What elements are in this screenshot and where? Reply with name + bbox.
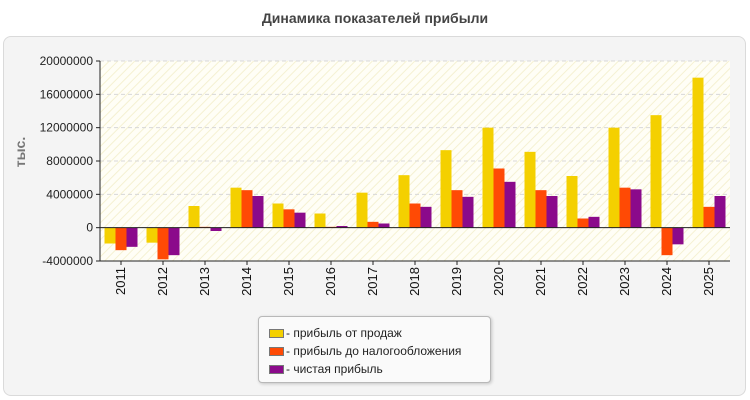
y-tick-label: 16000000 — [40, 87, 94, 101]
bar-2011-series-3 — [126, 227, 138, 247]
x-tick-label: 2017 — [365, 267, 380, 296]
bar-2019-series-3 — [462, 196, 474, 228]
bar-2023-series-1 — [608, 127, 620, 228]
bar-2022-series-1 — [566, 176, 578, 228]
bar-2023-series-3 — [630, 189, 642, 228]
chart-title: Динамика показателей прибыли — [261, 10, 489, 26]
x-tick-label: 2015 — [281, 267, 296, 296]
legend: - прибыль от продаж - прибыль до налогооб… — [258, 316, 491, 383]
x-tick-label: 2019 — [449, 267, 464, 296]
x-tick-label: 2025 — [701, 267, 716, 296]
bar-2021-series-3 — [546, 196, 558, 228]
bar-2025-series-1 — [692, 77, 704, 228]
bar-2011-series-2 — [115, 227, 127, 251]
bar-2017-series-1 — [356, 192, 368, 228]
bar-2014-series-3 — [252, 196, 264, 228]
bar-2019-series-2 — [451, 190, 463, 228]
bar-2011-series-1 — [104, 227, 116, 244]
bar-2024-series-1 — [650, 115, 662, 228]
x-tick-label: 2023 — [617, 267, 632, 296]
bar-2022-series-2 — [577, 218, 589, 228]
legend-item-1: - прибыль от продаж — [269, 324, 490, 342]
y-tick-labels: -4000000 0 4000000 8000000 12000000 16000000 2… — [40, 54, 94, 268]
x-tick-label: 2016 — [323, 267, 338, 296]
x-tick-label: 2021 — [533, 267, 548, 296]
x-tick-label: 2014 — [239, 267, 254, 296]
bar-2013-series-3 — [210, 227, 222, 231]
bar-2014-series-1 — [230, 187, 242, 228]
y-tick-label: 4000000 — [46, 187, 93, 201]
x-tick-labels: 2011 2012 2013 2014 2015 2016 2017 2018 2019 2020… — [113, 267, 716, 296]
bar-2015-series-3 — [294, 212, 306, 228]
x-tick-label: 2022 — [575, 267, 590, 296]
bar-2024-series-2 — [661, 227, 673, 256]
bar-2015-series-2 — [283, 209, 295, 228]
x-tick-label: 2020 — [491, 267, 506, 296]
bar-2012-series-2 — [157, 227, 169, 260]
legend-item-3: - чистая прибыль — [269, 360, 490, 378]
x-tick-label: 2013 — [197, 267, 212, 296]
bar-2013-series-1 — [188, 206, 200, 228]
bar-2021-series-1 — [524, 151, 536, 228]
bar-2023-series-2 — [619, 187, 631, 228]
legend-label: - прибыль до налогообложения — [286, 344, 462, 358]
bar-2012-series-1 — [146, 227, 158, 243]
bar-2020-series-2 — [493, 168, 505, 228]
bar-2020-series-1 — [482, 127, 494, 228]
x-tick-label: 2024 — [659, 267, 674, 296]
y-tick-label: -4000000 — [42, 254, 93, 268]
y-tick-label: 8000000 — [46, 154, 93, 168]
x-tick-label: 2012 — [155, 267, 170, 296]
bar-2019-series-1 — [440, 150, 452, 228]
legend-swatch — [269, 346, 284, 356]
y-tick-label: 20000000 — [40, 54, 94, 68]
bar-2021-series-2 — [535, 190, 547, 228]
y-tick-label: 0 — [86, 221, 93, 235]
bar-2022-series-3 — [588, 216, 600, 228]
bar-2015-series-1 — [272, 203, 284, 228]
bar-2012-series-3 — [168, 227, 180, 256]
legend-item-2: - прибыль до налогообложения — [269, 342, 490, 360]
legend-label: - чистая прибыль — [286, 362, 383, 376]
axes — [96, 60, 730, 265]
bar-2018-series-2 — [409, 203, 421, 228]
bar-2017-series-2 — [367, 221, 379, 228]
y-tick-label: 12000000 — [40, 121, 94, 135]
x-tick-label: 2018 — [407, 267, 422, 296]
x-tick-label: 2011 — [113, 267, 128, 295]
bar-2016-series-1 — [314, 213, 326, 228]
bar-2018-series-1 — [398, 175, 410, 228]
legend-label: - прибыль от продаж — [286, 326, 402, 340]
bar-2014-series-2 — [241, 190, 253, 228]
bar-2018-series-3 — [420, 206, 432, 228]
legend-swatch — [269, 364, 284, 374]
y-axis-label: тыс. — [12, 137, 28, 168]
bar-2016-series-3 — [336, 226, 348, 228]
bar-2020-series-3 — [504, 181, 516, 228]
bar-2025-series-2 — [703, 206, 715, 228]
bar-2024-series-3 — [672, 227, 684, 245]
bar-2025-series-3 — [714, 196, 726, 228]
bar-2017-series-3 — [378, 223, 390, 228]
legend-swatch — [269, 328, 284, 338]
